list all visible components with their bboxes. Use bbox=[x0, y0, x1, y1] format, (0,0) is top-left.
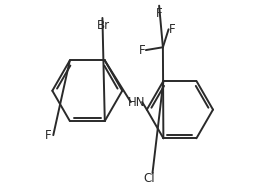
Text: HN: HN bbox=[128, 96, 145, 108]
Text: Cl: Cl bbox=[144, 172, 156, 185]
Text: F: F bbox=[45, 129, 52, 142]
Text: F: F bbox=[139, 44, 146, 57]
Text: F: F bbox=[156, 7, 162, 20]
Text: Br: Br bbox=[97, 19, 110, 32]
Text: F: F bbox=[169, 23, 176, 36]
